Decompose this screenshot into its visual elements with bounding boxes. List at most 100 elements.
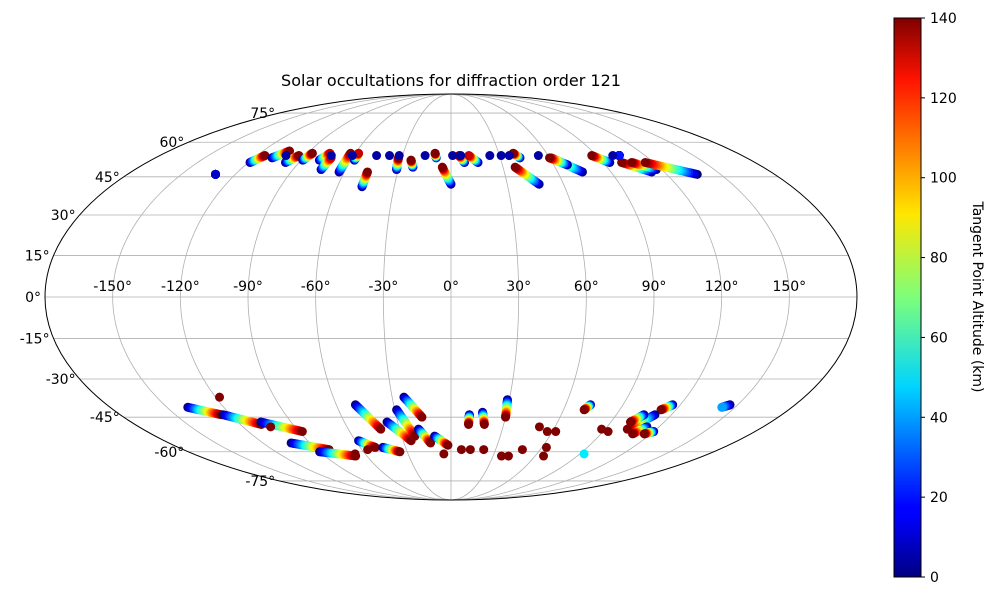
lon-gridline [450,94,723,500]
lon-tick-label: 60° [574,279,599,295]
occultation-point [479,445,489,455]
lon-gridline [112,94,452,500]
occultation-point [307,148,317,158]
occultation-point [510,162,520,172]
occultation-point [640,157,650,167]
occultation-point [448,151,458,161]
occultation-point [456,445,466,455]
occultation-point [587,151,597,161]
map-boundary [44,93,858,501]
occultation-point [534,422,544,432]
occultation-point [479,419,489,429]
lat-tick-label: -75° [245,474,275,490]
occultation-point [656,405,666,415]
occultation-points [183,146,735,461]
occultation-point [266,422,276,432]
lon-gridline [450,94,587,500]
lon-tick-label: 0° [443,279,459,295]
colorbar-tick-label: 0 [930,570,939,586]
lat-tick-label: -15° [20,332,50,348]
lon-tick-label: -60° [301,279,331,295]
occultation-point [496,151,506,161]
lat-tick-label: -45° [90,410,120,426]
lon-tick-label: -120° [161,279,200,295]
occultation-point [545,153,555,163]
occultation-point [517,445,527,455]
lat-tick-label: 60° [159,135,184,151]
lat-tick-label: -30° [46,372,76,388]
tick-labels: -150° -120° -90° -60° -30° 0° 30° 60° 90° 120° 150… [20,106,806,490]
occultation-point [627,157,637,167]
colorbar-tick-label: 60 [930,330,948,346]
colorbar: 0 20 40 60 80 100 120 140 Tangent Point Altitud… [893,11,985,586]
occultation-point [551,427,561,437]
occultation-point [437,162,447,172]
occultation-point [406,155,416,165]
occultation-point [350,449,360,459]
occultation-point [504,151,514,161]
lon-tick-label: -150° [93,279,132,295]
occultation-point [430,148,440,158]
colorbar-tick-label: 20 [930,490,948,506]
occultation-point [628,429,638,439]
occultation-point [297,427,307,437]
lat-tick-label: -60° [154,445,184,461]
occultation-point [260,151,270,161]
occultation-point [376,424,386,434]
chart-title: Solar occultations for diffraction order… [281,71,621,90]
occultation-point [326,151,336,161]
occultation-point [717,402,727,412]
colorbar-tick-label: 40 [930,410,948,426]
occultation-point [363,445,373,455]
occultation-point [347,151,357,161]
lon-tick-label: -30° [368,279,398,295]
lon-gridline [450,94,520,500]
occultation-point [533,151,543,161]
occultation-point [625,417,635,427]
lat-tick-label: 45° [95,170,120,186]
occultation-point [370,442,380,452]
occultation-point [603,427,613,437]
occultation-point [501,412,511,422]
occultation-point [503,451,513,461]
occultation-point [426,438,436,448]
occultation-point [372,151,382,161]
lon-gridline [179,94,452,500]
occultation-point [385,151,395,161]
occultation-point [614,151,624,161]
occultation-point [417,412,427,422]
occultation-point [362,167,372,177]
occultation-point [465,445,475,455]
lon-tick-label: 30° [506,279,531,295]
lat-tick-label: 15° [25,248,50,264]
occultation-point [617,157,627,167]
occultation-point [579,449,589,459]
lon-tick-label: 90° [642,279,667,295]
colorbar-tick-label: 80 [930,251,948,267]
lat-tick-label: 30° [51,208,76,224]
colorbar-label: Tangent Point Altitude (km) [969,200,985,392]
colorbar-tick-label: 120 [930,91,957,107]
lat-tick-label: 0° [25,290,41,306]
occultation-point [456,151,466,161]
occultation-point [579,405,589,415]
lon-tick-label: 120° [705,279,739,295]
occultation-point [464,419,474,429]
occultation-point [539,451,549,461]
colorbar-tick-label: 100 [930,171,957,187]
colorbar-tick-label: 140 [930,11,957,27]
grid-lines [45,94,857,500]
occultation-point [281,151,291,161]
occultation-point [541,442,551,452]
colorbar-gradient [893,17,922,578]
lon-gridline [315,94,452,500]
occultation-point [420,151,430,161]
lon-gridline [382,94,452,500]
occultation-point [443,440,453,450]
occultation-point [485,151,495,161]
lon-tick-label: -90° [233,279,263,295]
occultation-point [542,427,552,437]
lat-tick-label: 75° [250,106,275,122]
occultation-point [639,429,649,439]
